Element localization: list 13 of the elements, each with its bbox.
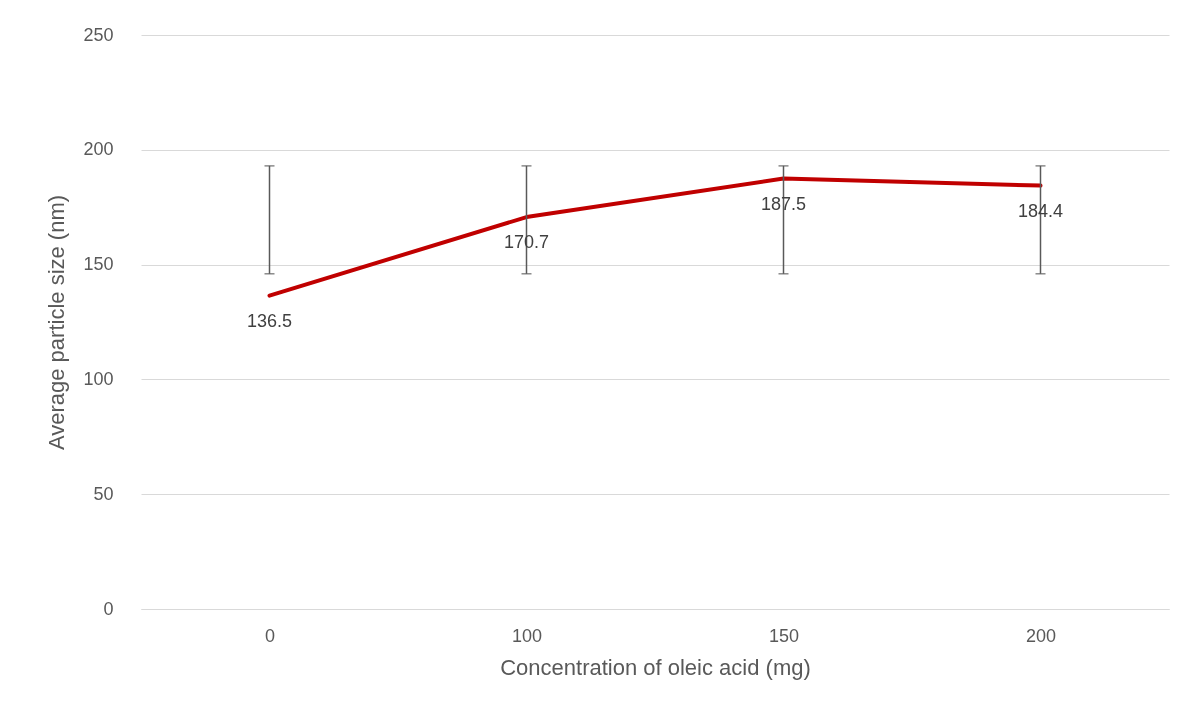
data-label: 136.5 (246, 310, 293, 331)
y-axis-title: Average particle size (nm) (44, 194, 70, 451)
y-tick-label: 150 (83, 254, 114, 275)
x-tick-label: 0 (264, 625, 276, 646)
x-tick-label: 200 (1025, 625, 1057, 646)
y-tick-label: 250 (83, 24, 114, 45)
x-axis-title: Concentration of oleic acid (mg) (500, 654, 811, 680)
x-tick-label: 150 (768, 625, 800, 646)
x-tick-label: 100 (511, 625, 543, 646)
y-tick-label: 200 (83, 139, 114, 160)
y-tick-label: 50 (93, 483, 114, 504)
y-tick-label: 0 (103, 598, 114, 619)
y-tick-label: 100 (83, 368, 114, 389)
